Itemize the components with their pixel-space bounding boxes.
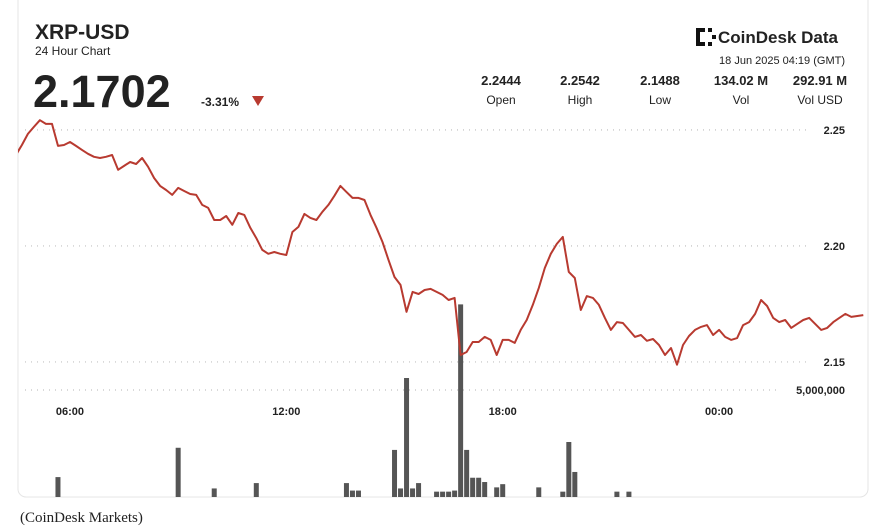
volume-bar (446, 491, 452, 497)
volume-bar (55, 477, 61, 497)
volume-bar (398, 488, 404, 497)
volume-bar (343, 483, 349, 497)
down-arrow (252, 96, 264, 106)
x-tick-label: 06:00 (56, 406, 84, 418)
stat-label: Low (649, 93, 671, 107)
volume-bar (536, 487, 542, 497)
volume-bar (392, 449, 398, 497)
volume-bar (560, 491, 566, 497)
volume-bar (500, 484, 506, 497)
volume-bar (470, 477, 476, 497)
volume-bar (410, 488, 416, 497)
volume-bar (494, 487, 500, 497)
stat-value: 134.02 M (714, 73, 768, 88)
y-tick-label: 2.20 (824, 241, 845, 253)
stat-label: Vol USD (797, 93, 843, 107)
volume-bar (349, 490, 355, 497)
volume-bar (175, 447, 181, 497)
title: XRP-USD (35, 21, 130, 44)
x-tick-label: 18:00 (489, 406, 517, 418)
stat-value: 2.1488 (640, 73, 680, 88)
volume-bar (355, 490, 361, 497)
volume-bar (458, 304, 464, 497)
volume-bar (572, 471, 578, 497)
volume-bar (211, 488, 217, 497)
stat-label: Open (486, 93, 515, 107)
volume-bar (434, 491, 440, 497)
y-tick-label: 2.15 (824, 357, 845, 369)
volume-bar (476, 477, 482, 497)
stats: 2.2444 Open 2.2542 High 2.1488 Low 134.02 M Vol… (481, 73, 847, 107)
x-tick-label: 12:00 (272, 406, 300, 418)
x-tick-label: 00:00 (705, 406, 733, 418)
price-area (18, 120, 864, 497)
volume-bar (452, 490, 458, 497)
logo-icon (696, 28, 716, 46)
volume-bar (416, 483, 422, 497)
stat-label: Vol (733, 93, 750, 107)
change: -3.31% (201, 95, 239, 109)
y-tick-label: 2.25 (824, 125, 845, 137)
subtitle: 24 Hour Chart (35, 44, 111, 58)
volume-bar (614, 491, 620, 497)
volume-bar (440, 491, 446, 497)
stat-label: High (568, 93, 593, 107)
timestamp: 18 Jun 2025 04:19 (GMT) (719, 55, 845, 67)
volume-bar (464, 449, 470, 497)
volume-bar (482, 482, 488, 497)
volume-bar (404, 378, 410, 497)
volume-bar (253, 483, 259, 497)
caption: (CoinDesk Markets) (20, 510, 143, 526)
stat-value: 2.2542 (560, 73, 600, 88)
y2-tick-label: 5,000,000 (796, 385, 845, 397)
volume-bar (626, 491, 632, 497)
price-line (18, 119, 864, 366)
volume-bar (566, 441, 572, 497)
plot (18, 119, 864, 497)
brand: CoinDesk Data (718, 28, 839, 47)
price: 2.1702 (33, 66, 171, 117)
stat-value: 292.91 M (793, 73, 847, 88)
stat-value: 2.2444 (481, 73, 522, 88)
